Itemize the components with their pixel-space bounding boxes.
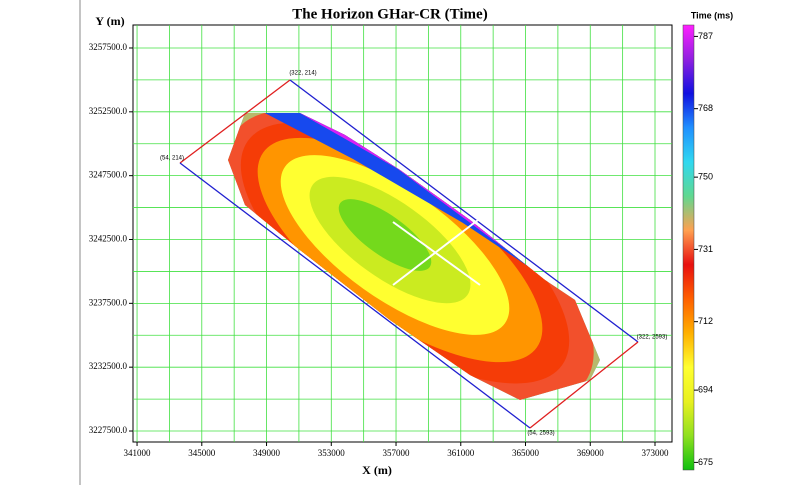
corner-label: (54, 2593)	[527, 431, 554, 437]
colorbar-tick-label: 750	[698, 172, 713, 182]
survey-edge	[179, 162, 531, 429]
x-tick-label: 373000	[642, 448, 670, 458]
horizon-band	[338, 199, 432, 271]
y-tick-label: 3227500.0	[89, 425, 128, 435]
corner-label: (322, 214)	[289, 71, 316, 77]
colorbar-tick-label: 712	[698, 316, 713, 326]
colorbar-tick-label: 675	[698, 457, 713, 467]
y-tick-label: 3252500.0	[89, 106, 128, 116]
x-axis-label: X (m)	[362, 463, 392, 477]
x-tick-label: 365000	[512, 448, 540, 458]
x-tick-label: 341000	[124, 448, 152, 458]
y-tick-label: 3237500.0	[89, 297, 128, 307]
y-tick-label: 3247500.0	[89, 170, 128, 180]
survey-edge	[529, 341, 639, 429]
y-axis-label: Y (m)	[95, 14, 124, 28]
x-tick-label: 357000	[383, 448, 411, 458]
colorbar-title: Time (ms)	[691, 10, 733, 20]
corner-label: (322, 2593)	[637, 335, 668, 341]
corner-label: (54, 214)	[160, 156, 184, 162]
section-line	[392, 221, 481, 286]
chart-title: The Horizon GHar-CR (Time)	[292, 6, 487, 22]
x-tick-label: 345000	[188, 448, 216, 458]
colorbar-tick-label: 731	[698, 244, 713, 254]
colorbar-tick-label: 694	[698, 385, 713, 395]
y-tick-label: 3257500.0	[89, 42, 128, 52]
x-tick-label: 369000	[577, 448, 605, 458]
colorbar	[682, 24, 695, 471]
y-tick-label: 3242500.0	[89, 234, 128, 244]
y-tick-label: 3232500.0	[89, 361, 128, 371]
colorbar-tick-label: 787	[698, 31, 713, 41]
x-tick-label: 349000	[253, 448, 281, 458]
x-tick-label: 361000	[447, 448, 475, 458]
survey-edge	[179, 79, 291, 164]
x-tick-label: 353000	[318, 448, 346, 458]
section-line	[392, 219, 479, 286]
survey-edge	[289, 79, 639, 343]
colorbar-tick-label: 768	[698, 103, 713, 113]
